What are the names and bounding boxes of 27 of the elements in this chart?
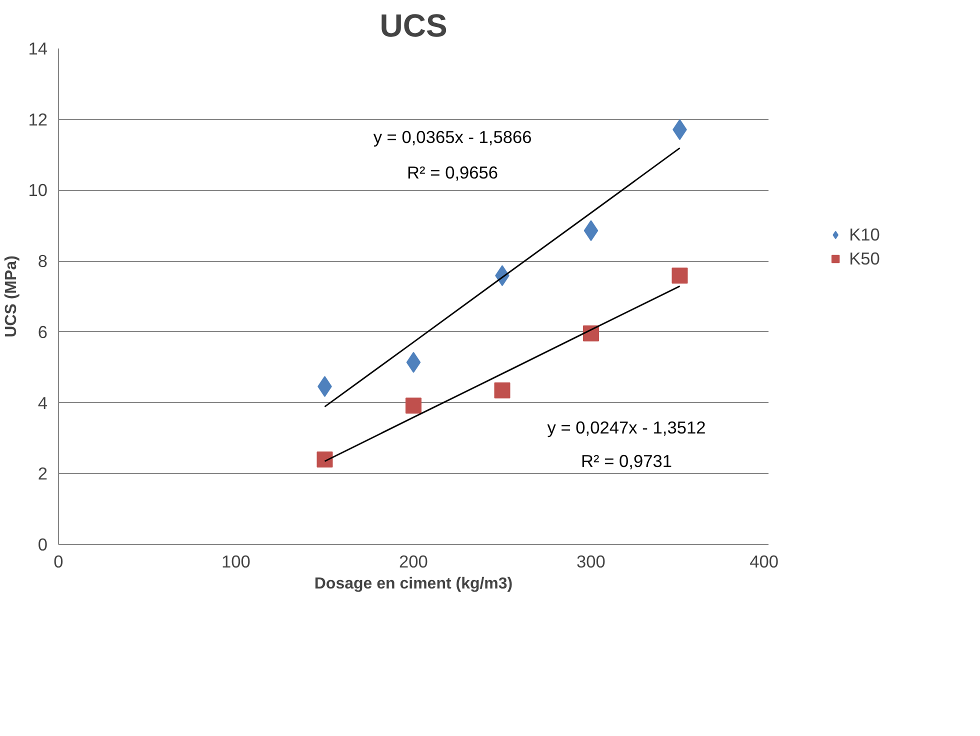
y-tick-label: 4: [38, 392, 48, 413]
y-tick-label: 6: [38, 322, 48, 342]
y-tick-label: 2: [38, 464, 48, 484]
annotation: y = 0,0247x - 1,3512: [547, 418, 706, 438]
y-tick-label: 10: [28, 180, 48, 200]
y-tick-label: 8: [38, 251, 48, 272]
line-series: [324, 147, 680, 408]
y-tick-label: 0: [38, 534, 48, 554]
chart-title: UCS: [380, 8, 448, 44]
annotation: R² = 0,9656: [407, 162, 498, 182]
x-tick-label: 400: [750, 552, 779, 572]
x-tick-label: 300: [576, 552, 606, 572]
x-tick-label: 0: [54, 552, 64, 572]
point: [672, 268, 688, 284]
x-axis-title: Dosage en ciment (kg/m3): [314, 576, 513, 592]
legend-label: K10: [849, 224, 880, 245]
x-tick-label: 200: [399, 552, 428, 572]
y-tick-label: 12: [28, 109, 48, 130]
annotation: y = 0,0365x - 1,5866: [373, 127, 532, 148]
point: [406, 398, 422, 414]
x-tick-label: 100: [222, 552, 250, 572]
point: [494, 382, 510, 398]
point: [316, 451, 333, 468]
legend-label: K50: [849, 248, 880, 269]
annotation: R² = 0,9731: [580, 451, 672, 472]
y-tick-label: 14: [28, 38, 48, 58]
y-axis-title: UCS (MPa): [3, 256, 20, 338]
